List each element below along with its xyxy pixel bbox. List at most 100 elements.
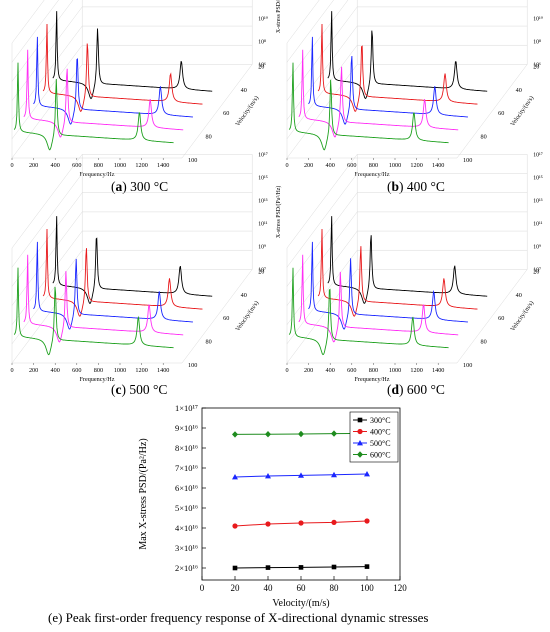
waterfall-grid [286,154,528,364]
x-tick-label: 1400 [157,162,169,169]
x-tick-label: 600 [72,162,81,169]
x-tick-label: 40 [264,583,274,593]
y-tick-label: 2×10¹⁶ [175,563,198,573]
velocity-tick-label: 40 [241,292,247,299]
series-curve-60 [33,36,193,125]
peak-response-plot: 2×10¹⁶ 3×10¹⁶ 4×10¹⁶ 5×10¹⁶ 6×10¹⁶ 7×10¹⁶ 8×10… [138,403,407,609]
velocity-tick-label: 40 [516,87,522,94]
psd-tick-label: 10¹¹ [533,221,543,227]
psd-tick-label: 10¹⁵ [258,175,268,181]
data-point-300°C [298,565,304,570]
x-tick-label: 1000 [114,162,126,169]
series-curve-100 [13,267,174,356]
waterfall-chart-500c: 0 200 400 600 800 1000 1200 1400 Frequency/Hz 20 4… [0,152,282,385]
x-tick-label: 200 [304,162,313,169]
data-point-600°C [298,430,304,438]
x-axis-label: Velocity/(m/s) [272,598,329,609]
y-tick-label: 9×10¹⁶ [175,423,198,433]
series-curve-40 [317,23,478,112]
velocity-tick-label: 100 [188,157,197,164]
x-tick-label: 800 [94,162,103,169]
x-axis-label: Frequency/Hz [79,376,114,383]
x-tick-label: 60 [297,583,307,593]
x-tick-label: 0 [10,162,13,169]
legend-label: 500°C [370,439,391,448]
data-point-400°C [364,518,370,524]
velocity-tick-label: 80 [206,339,212,346]
psd-tick-label: 10⁸ [258,39,266,45]
series-curve-80 [298,49,459,138]
y-tick-label: 8×10¹⁶ [175,443,198,453]
velocity-tick-label: 100 [463,157,472,164]
x-tick-label: 0 [10,367,13,374]
x-tick-label: 800 [94,367,103,374]
series-curve-60 [308,36,468,125]
series-curve-20 [52,11,213,100]
waterfall-plot-d: 0 200 400 600 800 1000 1200 1400Frequency/Hz204… [285,152,543,383]
psd-tick-label: 10⁸ [533,39,541,45]
velocity-tick-label: 20 [258,268,264,275]
x-tick-label: 200 [304,367,313,374]
wall-gridline [11,25,83,120]
waterfall-chart-300c: 0 200 400 600 800 1000 1200 1400 Frequency/Hz 20 4… [0,0,282,180]
caption-b: (b) 400 °C [387,179,445,194]
wall-gridline [11,0,59,63]
legend-label: 600°C [370,451,391,460]
velocity-tick-label: 60 [498,315,504,322]
x-tick-label: 1200 [410,162,422,169]
velocity-axis-label: Velocity/(m/s) [509,95,535,128]
series-curve-20 [327,216,488,304]
wall-gridline [11,230,83,325]
velocity-axis-label: Velocity/(m/s) [234,95,260,128]
data-point-600°C [265,431,271,438]
x-tick-label: 0 [285,162,288,169]
x-tick-label: 20 [231,583,241,593]
x-tick-label: 1000 [114,367,126,374]
x-tick-label: 600 [72,367,81,374]
caption-d: (d) 600 °C [387,382,445,397]
velocity-tick-label: 60 [223,315,229,322]
x-tick-label: 400 [51,367,60,374]
x-tick-label: 1400 [432,367,444,374]
x-axis-label: Frequency/Hz [354,376,389,383]
velocity-axis-label: Velocity/(m/s) [234,300,260,333]
x-tick-label: 80 [330,583,340,593]
series-curve-100 [288,62,449,151]
waterfall-grid [11,154,253,364]
velocity-tick-label: 100 [463,362,472,369]
series-curve-60 [308,241,468,330]
x-tick-label: 1200 [410,367,422,374]
caption-a: (a) 300 °C [111,179,169,194]
legend-label: 400°C [370,428,391,437]
x-tick-label: 1000 [389,367,401,374]
data-point-500°C [232,474,238,480]
x-tick-label: 800 [369,162,378,169]
wall-gridline [286,0,334,63]
wall-gridline [11,45,83,139]
series-curve-80 [23,49,184,138]
legend-label: 300°C [370,416,391,425]
series-curve-60 [33,241,193,330]
psd-tick-label: 10¹³ [533,198,543,204]
x-tick-label: 100 [360,583,374,593]
series-curve-40 [317,228,478,317]
velocity-tick-label: 20 [533,63,539,70]
data-point-400°C [232,523,238,529]
psd-tick-label: 10¹⁵ [533,175,543,181]
wall-gridline [286,230,358,325]
psd-tick-label: 10⁹ [533,244,541,250]
x-tick-label: 120 [393,583,407,593]
psd-tick-label: 10⁷ [258,267,266,273]
wall-gridline [286,173,358,268]
psd-tick-label: 10⁶ [258,62,266,68]
y-tick-label: 5×10¹⁶ [175,503,198,513]
data-point-500°C [364,471,370,477]
y-tick-label: 3×10¹⁶ [175,543,198,553]
wall-edge [11,154,83,249]
data-point-400°C [265,521,271,527]
psd-axis-label: X-stress PSD/(Pa²/Hz) [275,186,282,239]
psd-tick-label: 10¹¹ [258,221,268,227]
x-tick-label: 800 [369,367,378,374]
wall-gridline [11,173,83,268]
x-tick-label: 200 [29,367,38,374]
